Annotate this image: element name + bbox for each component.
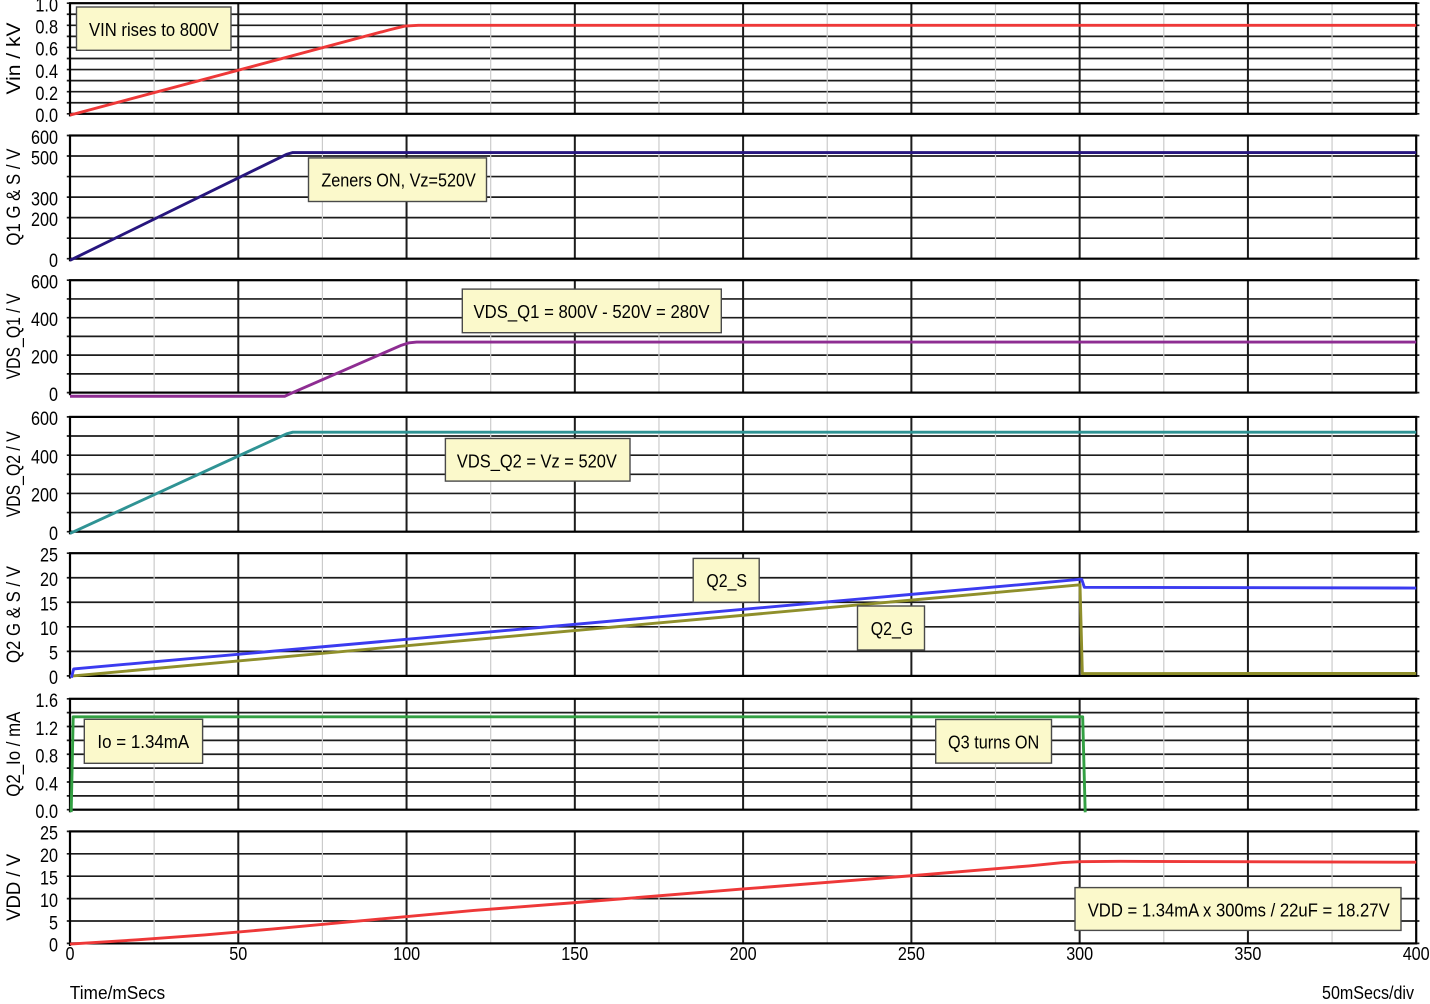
svg-text:15: 15 [40, 869, 58, 890]
svg-text:0: 0 [49, 936, 58, 957]
svg-text:400: 400 [31, 447, 58, 468]
svg-text:600: 600 [31, 409, 58, 430]
svg-text:0.0: 0.0 [35, 802, 58, 823]
svg-text:200: 200 [31, 486, 58, 507]
svg-text:Vin / kV: Vin / kV [4, 22, 25, 94]
svg-text:50: 50 [229, 943, 247, 964]
svg-text:600: 600 [31, 273, 58, 294]
svg-text:0: 0 [66, 943, 75, 964]
svg-text:Q2 G & S / V: Q2 G & S / V [4, 566, 25, 663]
svg-text:250: 250 [898, 943, 925, 964]
svg-text:Q2_G: Q2_G [871, 618, 914, 640]
svg-text:0: 0 [49, 668, 58, 689]
svg-text:0: 0 [49, 385, 58, 406]
svg-text:200: 200 [31, 210, 58, 231]
svg-text:Zeners ON, Vz=520V: Zeners ON, Vz=520V [321, 170, 476, 191]
svg-text:0.6: 0.6 [35, 40, 58, 61]
svg-text:VDS_Q1 = 800V - 520V = 280V: VDS_Q1 = 800V - 520V = 280V [474, 301, 711, 323]
svg-text:Q2_S: Q2_S [706, 570, 747, 592]
svg-text:VDS_Q1 / V: VDS_Q1 / V [4, 293, 25, 379]
svg-text:0.8: 0.8 [35, 747, 58, 768]
svg-text:500: 500 [31, 148, 58, 169]
svg-text:Q3 turns ON: Q3 turns ON [948, 731, 1039, 752]
svg-text:VIN rises to 800V: VIN rises to 800V [89, 19, 219, 40]
svg-text:150: 150 [561, 943, 588, 964]
svg-text:Q2_Io / mA: Q2_Io / mA [4, 711, 25, 796]
svg-text:0.0: 0.0 [35, 106, 58, 127]
svg-text:50mSecs/div: 50mSecs/div [1322, 983, 1414, 1003]
svg-text:25: 25 [40, 546, 58, 567]
svg-text:400: 400 [31, 310, 58, 331]
svg-text:0.8: 0.8 [35, 18, 58, 39]
svg-text:VDS_Q2 = Vz = 520V: VDS_Q2 = Vz = 520V [457, 450, 618, 472]
svg-text:5: 5 [49, 913, 58, 934]
svg-text:0.2: 0.2 [35, 84, 58, 105]
svg-text:350: 350 [1234, 943, 1261, 964]
svg-text:1.6: 1.6 [35, 691, 58, 712]
svg-text:200: 200 [31, 347, 58, 368]
svg-text:Q1 G & S / V: Q1 G & S / V [4, 148, 25, 245]
svg-text:1.2: 1.2 [35, 719, 58, 740]
svg-text:VDD = 1.34mA x 300ms / 22uF =: VDD = 1.34mA x 300ms / 22uF = 18.27V [1088, 899, 1391, 920]
svg-text:20: 20 [40, 846, 58, 867]
svg-text:VDS_Q2 / V: VDS_Q2 / V [4, 431, 25, 517]
svg-text:300: 300 [1066, 943, 1093, 964]
svg-text:25: 25 [40, 824, 58, 845]
svg-text:10: 10 [40, 891, 58, 912]
svg-text:20: 20 [40, 570, 58, 591]
svg-text:VDD / V: VDD / V [4, 854, 25, 921]
svg-text:400: 400 [1403, 943, 1430, 964]
svg-text:0: 0 [49, 524, 58, 545]
svg-text:1.0: 1.0 [35, 0, 58, 17]
svg-text:0: 0 [49, 251, 58, 272]
svg-text:0.4: 0.4 [35, 62, 58, 83]
svg-text:100: 100 [393, 943, 420, 964]
svg-text:Time/mSecs: Time/mSecs [70, 983, 165, 1003]
svg-text:15: 15 [40, 595, 58, 616]
svg-text:600: 600 [31, 128, 58, 149]
svg-text:0.4: 0.4 [35, 774, 58, 795]
svg-text:10: 10 [40, 619, 58, 640]
svg-text:Io = 1.34mA: Io = 1.34mA [97, 731, 189, 752]
svg-text:5: 5 [49, 644, 58, 665]
svg-text:300: 300 [31, 189, 58, 210]
svg-text:200: 200 [730, 943, 757, 964]
